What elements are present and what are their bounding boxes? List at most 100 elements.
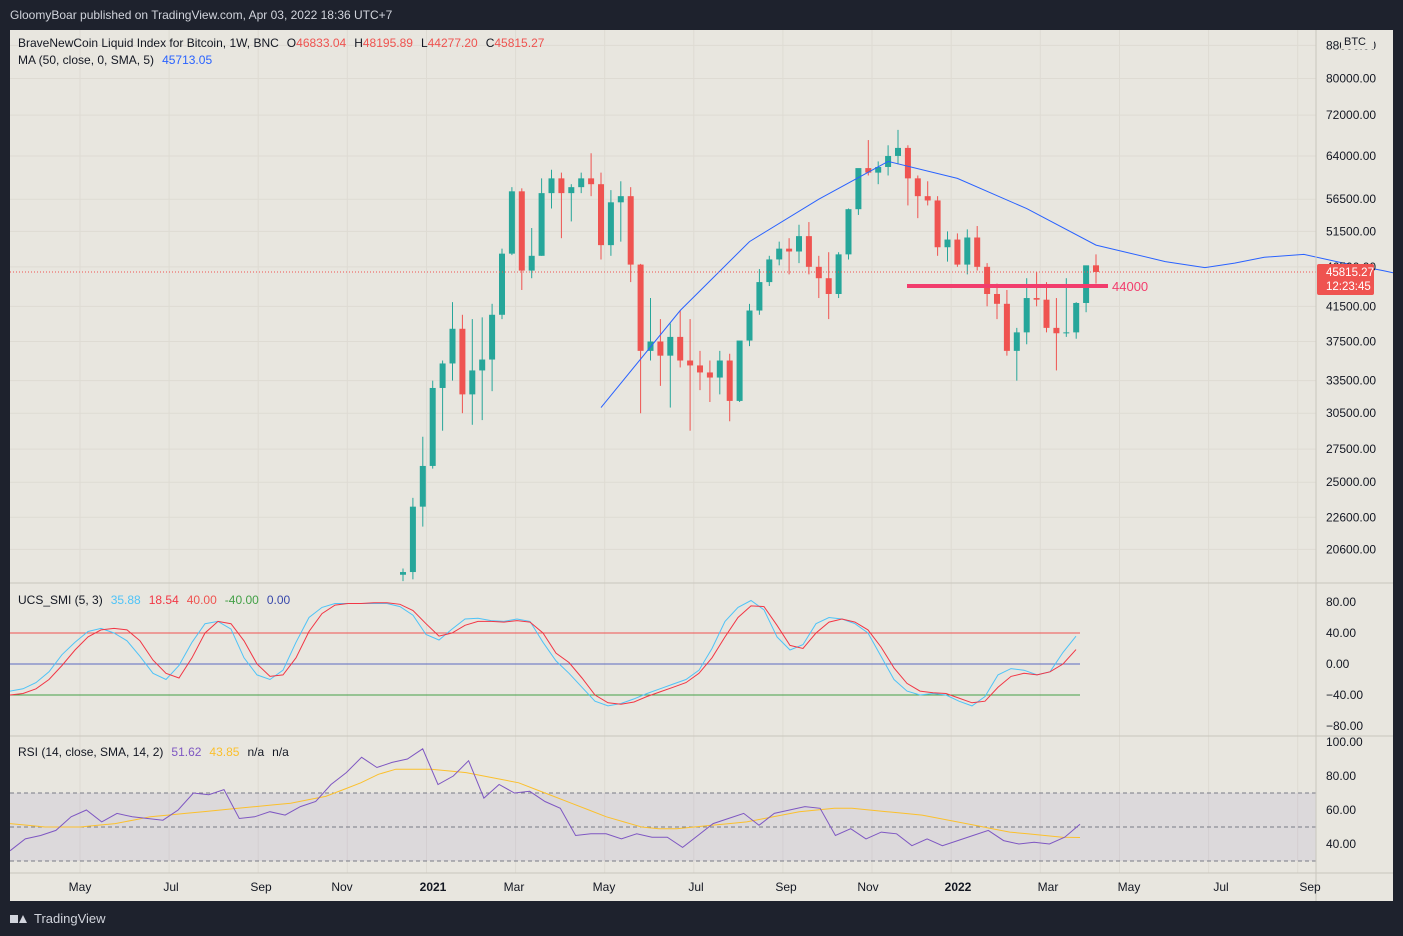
- time-tick-label: May: [593, 880, 616, 894]
- ma-value: 45713.05: [162, 53, 212, 67]
- rsi-tick-label: 40.00: [1326, 837, 1356, 851]
- price-axis[interactable]: 20600.00 22600.00 25000.00 27500.00 30500.00…: [1326, 38, 1376, 556]
- publish-header: GloomyBoar published on TradingView.com,…: [10, 8, 393, 22]
- smi-tick-label: 40.00: [1326, 626, 1356, 640]
- price-tick-label: 41500.00: [1326, 299, 1376, 313]
- price-tick-label: 27500.00: [1326, 442, 1376, 456]
- open-value: 46833.04: [296, 36, 346, 50]
- price-tick-label: 30500.00: [1326, 406, 1376, 420]
- tradingview-logo-icon: [10, 914, 28, 924]
- candle-body: [786, 248, 793, 252]
- price-tick-label: 56500.00: [1326, 192, 1376, 206]
- smi-slow-line: [9, 602, 1077, 705]
- time-axis[interactable]: May Jul Sep Nov 2021 Mar May Jul Sep Nov 2022 Mar Ma…: [69, 880, 1321, 894]
- rsi-tick-label: 80.00: [1326, 769, 1356, 783]
- candle-body: [1043, 299, 1050, 328]
- candle-body: [1093, 265, 1099, 272]
- smi-tick-label: 0.00: [1326, 657, 1350, 671]
- candle-body: [1013, 332, 1020, 351]
- candle-body: [855, 168, 862, 210]
- candle-body: [518, 191, 525, 271]
- time-tick-label: 2021: [420, 880, 447, 894]
- candle-body: [796, 236, 802, 252]
- candle-body: [1003, 303, 1010, 351]
- time-tick-label: Jul: [1213, 880, 1228, 894]
- brand-name: TradingView: [34, 911, 106, 926]
- time-tick-label: Mar: [1038, 880, 1059, 894]
- grid-lines: [10, 30, 1316, 873]
- candle-body: [984, 266, 991, 294]
- chart-svg[interactable]: 44000 20600.00 22600.00 25000.00 27500.00 30…: [9, 30, 1394, 901]
- time-tick-label: May: [1118, 880, 1141, 894]
- candle-body: [756, 282, 763, 311]
- candle-body: [508, 191, 515, 254]
- candle-body: [924, 196, 931, 201]
- countdown-value: 12:23:45: [1326, 281, 1371, 293]
- candle-body: [409, 506, 416, 573]
- price-tick-label: 80000.00: [1326, 72, 1376, 86]
- candle-body: [558, 178, 565, 194]
- rsi-tick-label: 60.00: [1326, 803, 1356, 817]
- price-tick-label: 37500.00: [1326, 334, 1376, 348]
- high-value: 48195.89: [363, 36, 413, 50]
- price-tick-label: 33500.00: [1326, 374, 1376, 388]
- candle-body: [479, 359, 486, 371]
- candle-body: [439, 363, 446, 388]
- candle-body: [1033, 298, 1040, 300]
- candle-body: [489, 314, 496, 360]
- candle-body: [716, 360, 723, 378]
- candle-body: [400, 572, 406, 575]
- smi-fast-line: [9, 599, 1077, 707]
- candle-body: [588, 178, 595, 185]
- rsi-tick-label: 100.00: [1326, 735, 1363, 749]
- candle-body: [657, 341, 664, 356]
- ma50-line: [600, 160, 1394, 408]
- smi-legend[interactable]: UCS_SMI (5, 3) 35.88 18.54 40.00 -40.00 0.00: [18, 593, 290, 607]
- price-tick-label: 20600.00: [1326, 542, 1376, 556]
- time-tick-label: Mar: [504, 880, 525, 894]
- rsi-legend[interactable]: RSI (14, close, SMA, 14, 2) 51.62 43.85 n/a…: [18, 745, 289, 759]
- candle-body: [865, 168, 872, 173]
- candle-body: [1023, 298, 1030, 333]
- candle-body: [954, 239, 961, 265]
- candles-group: [400, 129, 1099, 582]
- price-tick-label: 72000.00: [1326, 108, 1376, 122]
- candle-body: [1053, 327, 1060, 334]
- candle-body: [449, 328, 456, 364]
- rsi-line: [9, 748, 1081, 852]
- candle-body: [578, 178, 585, 188]
- support-level-label: 44000: [1112, 279, 1148, 294]
- currency-tag[interactable]: BTC: [1344, 36, 1366, 48]
- candle-body: [667, 336, 674, 356]
- candle-body: [875, 166, 882, 173]
- rsi-axis[interactable]: 100.00 80.00 60.00 40.00: [1326, 735, 1363, 851]
- candle-body: [677, 336, 684, 361]
- price-tick-label: 51500.00: [1326, 224, 1376, 238]
- last-price-tag: [1317, 263, 1374, 295]
- ma-legend[interactable]: MA (50, close, 0, SMA, 5) 45713.05: [18, 53, 212, 67]
- chart-frame: 44000 20600.00 22600.00 25000.00 27500.00 30…: [9, 30, 1394, 901]
- candle-body: [706, 372, 713, 378]
- smi-axis[interactable]: 80.00 40.00 0.00 −40.00 −80.00: [1326, 595, 1363, 733]
- candle-body: [934, 200, 941, 248]
- candle-body: [746, 310, 753, 341]
- level-lines: [10, 632, 1316, 862]
- candle-body: [419, 465, 426, 507]
- candle-body: [1063, 332, 1070, 334]
- candle-body: [607, 202, 614, 246]
- candle-body: [994, 293, 1000, 304]
- candle-body: [627, 196, 634, 265]
- candle-body: [637, 264, 644, 351]
- candle-body: [914, 178, 921, 197]
- time-tick-label: Jul: [163, 880, 178, 894]
- candle-body: [964, 237, 971, 265]
- symbol-legend[interactable]: BraveNewCoin Liquid Index for Bitcoin, 1…: [18, 36, 545, 50]
- time-tick-label: Nov: [857, 880, 878, 894]
- time-tick-label: Sep: [775, 880, 797, 894]
- currency-tag-bg: [1341, 32, 1374, 49]
- rsi-ma-line: [9, 768, 1081, 838]
- close-value: 45815.27: [494, 36, 544, 50]
- candle-body: [766, 259, 773, 283]
- candle-body: [805, 236, 812, 267]
- time-tick-label: Sep: [250, 880, 272, 894]
